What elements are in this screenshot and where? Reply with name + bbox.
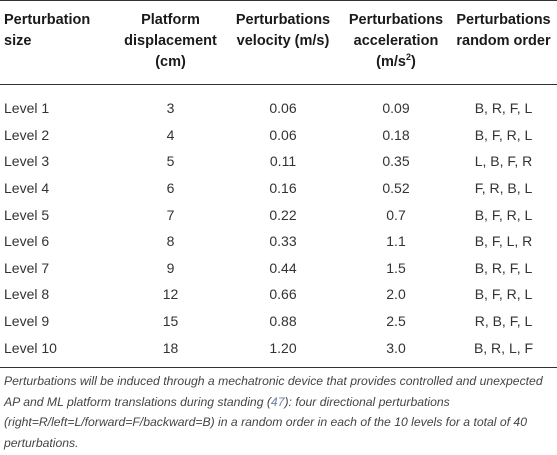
- cell-level: Level 4: [4, 180, 50, 197]
- cell-velocity: 0.66: [269, 286, 297, 303]
- cell-acceleration: 2.5: [386, 313, 406, 330]
- cell-displacement: 7: [166, 206, 175, 223]
- cell-acceleration: 1.5: [386, 259, 406, 276]
- cell-displacement: 8: [166, 233, 175, 250]
- cell-order: R, B, F, L: [474, 313, 533, 330]
- cell-order: B, R, F, L: [474, 100, 533, 117]
- footnote-text-before: Perturbations will be induced through a …: [4, 374, 543, 409]
- cell-level: Level 3: [4, 153, 50, 170]
- cell-level: Level 1: [4, 100, 50, 117]
- table-row: Level 6 8 0.33 1.1 B, F, L, R: [0, 228, 557, 255]
- table-row: Level 8 12 0.66 2.0 B, F, R, L: [0, 281, 557, 308]
- cell-order: B, F, R, L: [474, 206, 533, 223]
- cell-order: L, B, F, R: [474, 153, 533, 170]
- cell-level: Level 9: [4, 313, 50, 330]
- header-platform-displacement: Platform displacement (cm): [117, 0, 224, 85]
- table-body: Level 1 3 0.06 0.09 B, R, F, L Level 2 4 0.06 0…: [0, 85, 557, 368]
- cell-acceleration: 2.0: [386, 286, 406, 303]
- cell-level: Level 8: [4, 286, 50, 303]
- cell-level: Level 2: [4, 126, 50, 143]
- cell-level: Level 10: [0, 334, 117, 368]
- cell-displacement: 18: [117, 334, 224, 368]
- cell-acceleration: 0.09: [382, 100, 410, 117]
- table-row: Level 1 3 0.06 0.09 B, R, F, L: [0, 85, 557, 122]
- cell-velocity: 0.22: [269, 206, 297, 223]
- header-velocity: Perturbations velocity (m/s): [224, 0, 342, 85]
- cell-level: Level 5: [4, 206, 50, 223]
- table-row: Level 3 5 0.11 0.35 L, B, F, R: [0, 148, 557, 175]
- cell-acceleration: 0.18: [382, 126, 410, 143]
- footnote-text-after: ): four directional perturbations (right…: [4, 394, 527, 450]
- cell-order: B, F, R, L: [474, 286, 533, 303]
- cell-order: B, F, R, L: [474, 126, 533, 143]
- cell-order: B, R, L, F: [450, 334, 557, 368]
- cell-displacement: 6: [166, 180, 175, 197]
- cell-acceleration: 0.35: [382, 153, 410, 170]
- cell-acceleration: 0.52: [382, 180, 410, 197]
- table-header: Perturbation size Platform displacement …: [0, 0, 557, 85]
- table-row: Level 5 7 0.22 0.7 B, F, R, L: [0, 201, 557, 228]
- cell-velocity: 0.16: [269, 180, 297, 197]
- cell-velocity: 1.20: [224, 334, 342, 368]
- cell-velocity: 0.06: [269, 100, 297, 117]
- header-acceleration: Perturbations acceleration (m/s2): [342, 0, 450, 85]
- table-row: Level 2 4 0.06 0.18 B, F, R, L: [0, 122, 557, 149]
- citation-link[interactable]: 47: [270, 394, 285, 409]
- cell-acceleration: 3.0: [342, 334, 450, 368]
- header-random-order: Perturbations random order: [450, 0, 557, 85]
- cell-velocity: 0.88: [269, 313, 297, 330]
- cell-displacement: 9: [166, 259, 175, 276]
- cell-displacement: 12: [162, 286, 179, 303]
- table-footnote: Perturbations will be induced through a …: [4, 371, 556, 453]
- table-row: Level 9 15 0.88 2.5 R, B, F, L: [0, 308, 557, 335]
- cell-displacement: 15: [162, 313, 179, 330]
- cell-velocity: 0.33: [269, 233, 297, 250]
- cell-acceleration: 1.1: [386, 233, 406, 250]
- cell-displacement: 4: [166, 126, 175, 143]
- table-row: Level 10 18 1.20 3.0 B, R, L, F: [0, 334, 557, 368]
- cell-order: B, R, F, L: [474, 259, 533, 276]
- cell-displacement: 5: [166, 153, 175, 170]
- table-row: Level 4 6 0.16 0.52 F, R, B, L: [0, 175, 557, 202]
- cell-velocity: 0.06: [269, 126, 297, 143]
- cell-order: B, F, L, R: [474, 233, 533, 250]
- cell-order: F, R, B, L: [474, 180, 533, 197]
- cell-level: Level 7: [4, 259, 50, 276]
- perturbation-table: Perturbation size Platform displacement …: [0, 0, 557, 368]
- cell-acceleration: 0.7: [386, 206, 406, 223]
- cell-displacement: 3: [166, 100, 175, 117]
- header-perturbation-size: Perturbation size: [0, 0, 117, 85]
- table-row: Level 7 9 0.44 1.5 B, R, F, L: [0, 255, 557, 282]
- cell-velocity: 0.11: [269, 153, 297, 170]
- cell-velocity: 0.44: [269, 259, 297, 276]
- cell-level: Level 6: [4, 233, 50, 250]
